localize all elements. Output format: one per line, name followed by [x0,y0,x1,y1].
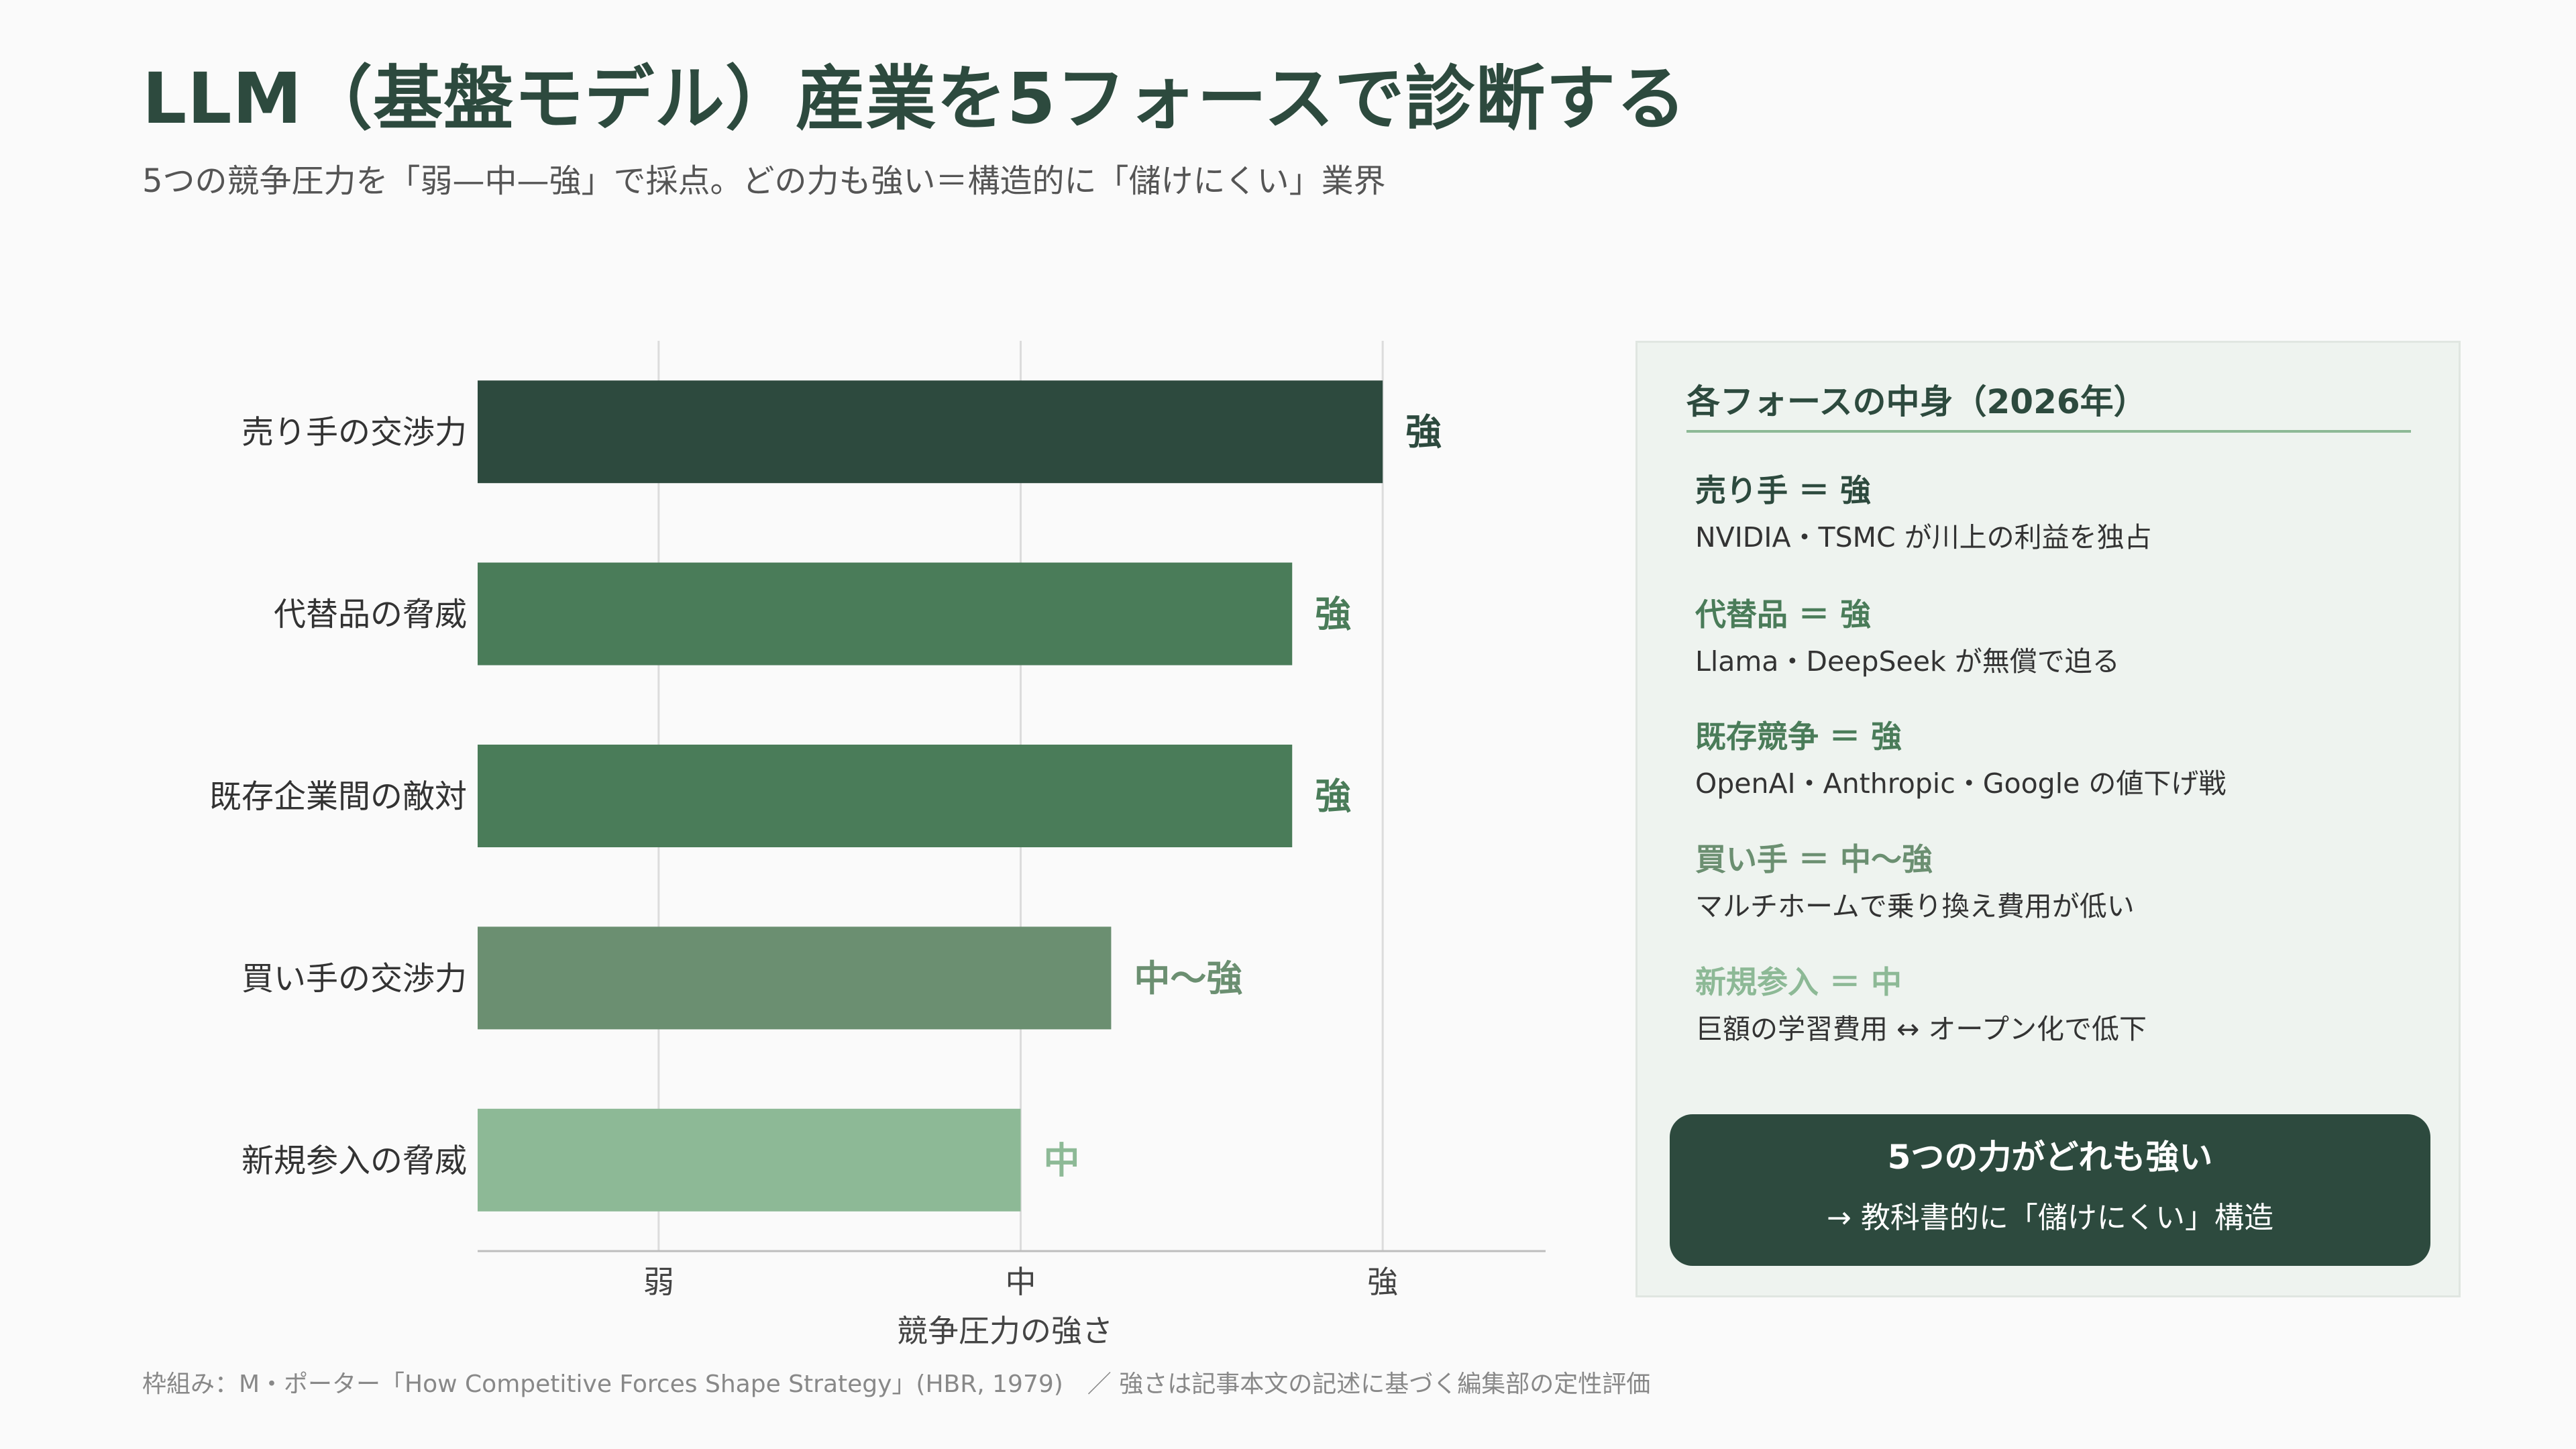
conclusion-callout: 5つの力がどれも強い → 教科書的に「儲けにくい」構造 [1670,1114,2430,1266]
category-label: 売り手の交渉力 [241,414,467,451]
force-item-rivalry: 既存競争 ＝ 強 OpenAI・Anthropic・Google の値下げ戦 [1695,716,2226,802]
category-label: 既存企業間の敵対 [209,778,467,816]
bar [478,1108,1021,1212]
force-item-head: 買い手 ＝ 中〜強 [1695,841,1933,877]
force-item-body: OpenAI・Anthropic・Google の値下げ戦 [1695,767,2226,800]
bar [478,926,1112,1030]
x-tick-label: 中 [1005,1264,1036,1300]
callout-sub: → 教科書的に「儲けにくい」構造 [1827,1201,2273,1235]
source-footnote: 枠組み：M・ポーター「How Competitive Forces Shape … [142,1371,1651,1398]
force-item-head: 既存競争 ＝ 強 [1695,718,1902,755]
force-item-body: 巨額の学習費用 ↔ オープン化で低下 [1695,1013,2147,1045]
data-label: 強 [1315,593,1351,635]
force-item-new-entrant: 新規参入 ＝ 中 巨額の学習費用 ↔ オープン化で低下 [1695,962,2147,1048]
data-label: 強 [1315,775,1351,818]
panel-title: 各フォースの中身（2026年） [1686,382,2147,421]
force-item-head: 新規参入 ＝ 中 [1695,964,1902,1000]
force-item-body: マルチホームで乗り換え費用が低い [1695,890,2135,922]
callout-main: 5つの力がどれも強い [1887,1138,2213,1177]
force-item-buyer: 買い手 ＝ 中〜強 マルチホームで乗り換え費用が低い [1695,839,2135,925]
data-label: 中 [1043,1139,1079,1181]
category-label: 買い手の交渉力 [241,960,467,998]
x-axis-label: 競争圧力の強さ [897,1313,1113,1349]
force-item-body: NVIDIA・TSMC が川上の利益を独占 [1695,521,2152,553]
bar [478,745,1293,847]
page-subtitle: 5つの競争圧力を「弱—中—強」で採点。どの力も強い＝構造的に「儲けにくい」業界 [142,162,1386,200]
page-title: LLM（基盤モデル）産業を5フォースで診断する [142,58,1687,140]
x-tick-label: 弱 [643,1264,674,1300]
x-tick-label: 強 [1367,1264,1398,1300]
bar [478,562,1293,665]
bar [478,380,1383,484]
data-label: 強 [1405,411,1442,453]
category-label: 新規参入の脅威 [241,1142,467,1179]
force-item-supplier: 売り手 ＝ 強 NVIDIA・TSMC が川上の利益を独占 [1695,470,2152,556]
data-label: 中〜強 [1134,957,1242,1000]
panel-divider [1686,430,2411,433]
category-label: 代替品の脅威 [274,596,467,633]
forces-detail-panel: 各フォースの中身（2026年） 売り手 ＝ 強 NVIDIA・TSMC が川上の… [1635,341,2461,1297]
force-item-head: 売り手 ＝ 強 [1695,472,1872,508]
force-item-substitute: 代替品 ＝ 強 Llama・DeepSeek が無償で迫る [1695,594,2120,680]
force-item-head: 代替品 ＝ 強 [1695,596,1872,633]
force-item-body: Llama・DeepSeek が無償で迫る [1695,645,2120,678]
